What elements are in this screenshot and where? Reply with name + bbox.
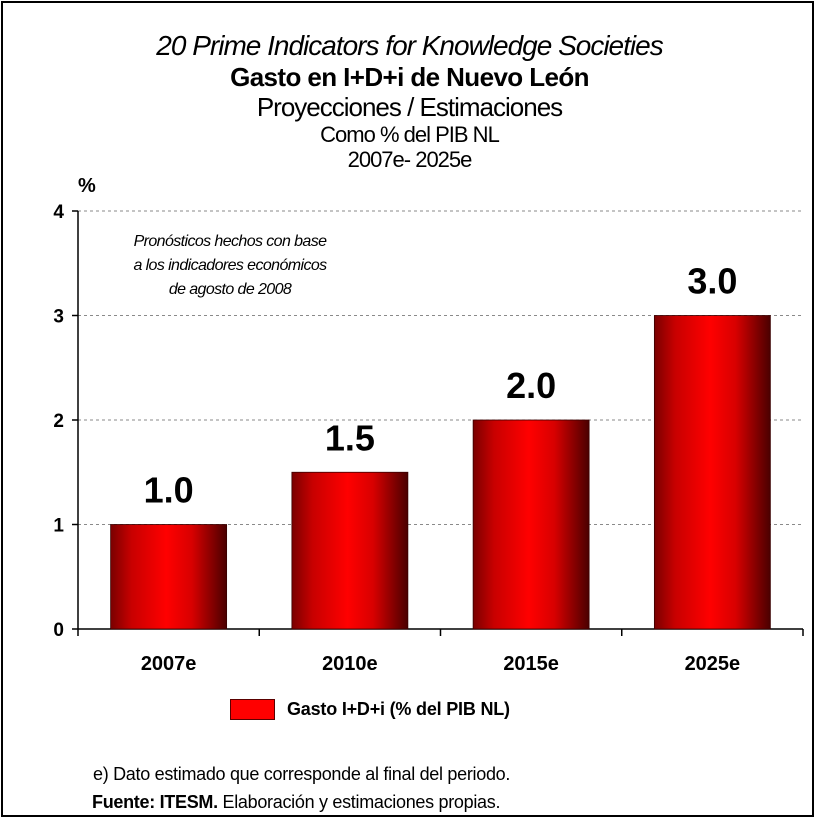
x-tick-label: 2010e <box>322 653 378 675</box>
chart-title: Gasto en I+D+i de Nuevo León <box>230 62 589 92</box>
x-tick-label: 2025e <box>685 653 741 675</box>
bar <box>653 315 771 630</box>
bar <box>472 419 590 630</box>
source-line: Fuente: ITESM. Elaboración y estimacione… <box>92 792 500 813</box>
forecast-note-line: Pronósticos hechos con base <box>133 233 327 250</box>
chart-unit-subtitle: Como % del PIB NL <box>320 122 500 147</box>
forecast-note-line: a los indicadores económicos <box>133 257 327 274</box>
bar <box>291 471 409 630</box>
chart-legend: Gasto I+D+i (% del PIB NL) <box>230 697 510 721</box>
legend-label: Gasto I+D+i (% del PIB NL) <box>287 698 510 719</box>
y-tick-label: 2 <box>53 411 64 432</box>
x-tick-label: 2015e <box>503 653 559 675</box>
chart-titles: 20 Prime Indicators for Knowledge Societ… <box>0 30 819 172</box>
bar-value-label: 3.0 <box>687 261 737 302</box>
chart-subtitle: Proyecciones / Estimaciones <box>256 92 563 122</box>
source-label: Fuente: ITESM. <box>92 792 218 812</box>
bar-value-label: 1.5 <box>325 417 375 458</box>
chart-title-series: 20 Prime Indicators for Knowledge Societ… <box>156 30 663 61</box>
y-tick-label: 3 <box>53 307 64 328</box>
footnote: e) Dato estimado que corresponde al fina… <box>93 764 511 784</box>
chart-period-subtitle: 2007e- 2025e <box>347 147 473 172</box>
bar-value-label: 1.0 <box>144 470 194 511</box>
source-text: Elaboración y estimaciones propias. <box>217 792 501 812</box>
y-tick-label: 0 <box>53 620 64 641</box>
bar-value-label: 2.0 <box>506 365 556 406</box>
legend-swatch <box>230 698 275 720</box>
x-tick-label: 2007e <box>141 653 197 675</box>
forecast-note-line: de agosto de 2008 <box>168 281 292 298</box>
forecast-note: Pronósticos hechos con base a los indica… <box>90 230 370 302</box>
bar <box>110 524 228 630</box>
y-tick-label: 4 <box>53 202 64 223</box>
y-axis-label: % <box>78 175 96 197</box>
y-tick-label: 1 <box>53 516 64 537</box>
